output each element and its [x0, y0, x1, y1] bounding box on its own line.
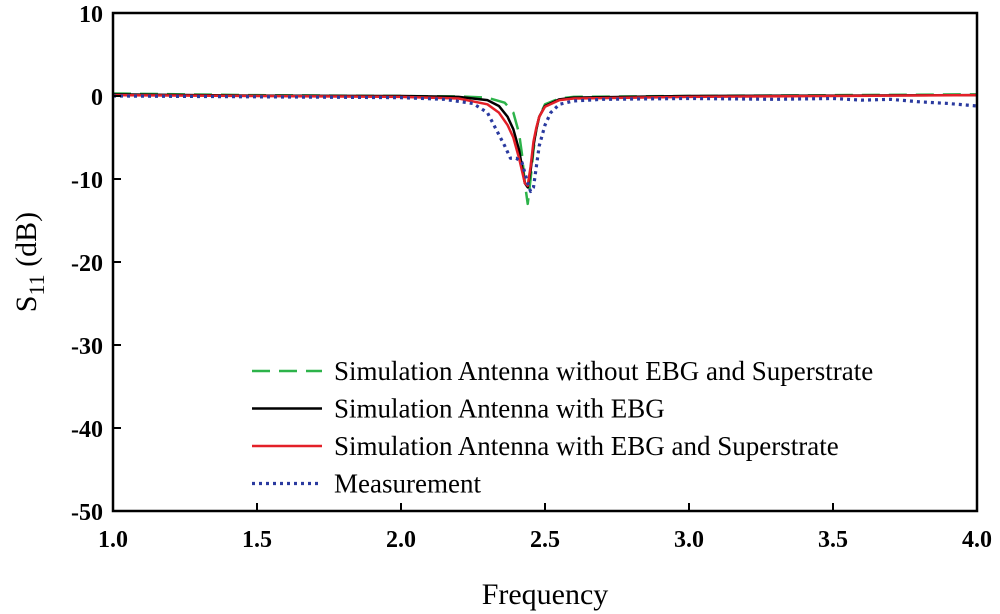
y-tick-label: 0	[91, 85, 103, 111]
y-axis-title: S11 (dB)	[10, 212, 49, 312]
y-axis-title-main: S	[10, 296, 43, 313]
x-tick-label: 3.0	[674, 527, 704, 553]
y-tick-label: -20	[71, 251, 103, 277]
x-axis-title: Frequency	[482, 578, 609, 611]
x-tick-label: 3.5	[818, 527, 848, 553]
series-line-1	[113, 92, 977, 206]
x-tick-label: 1.0	[98, 527, 128, 553]
y-axis-title-suffix: (dB)	[10, 212, 43, 275]
y-axis: 10 0 -10 -20 -30 -40 -50	[71, 2, 121, 526]
y-tick-label: 10	[79, 2, 103, 28]
legend: Simulation Antenna without EBG and Super…	[252, 356, 873, 499]
series-line-4	[113, 94, 977, 194]
y-tick-label: -40	[71, 417, 103, 443]
x-tick-label: 2.5	[530, 527, 560, 553]
x-tick-label: 2.0	[386, 527, 416, 553]
y-axis-title-subscript: 11	[24, 274, 49, 295]
y-tick-label: -10	[71, 168, 103, 194]
x-tick-label: 4.0	[962, 527, 992, 553]
legend-label-1: Simulation Antenna without EBG and Super…	[334, 356, 873, 386]
y-tick-label: -30	[71, 334, 103, 360]
series-layer	[113, 92, 977, 206]
x-tick-label: 1.5	[242, 527, 272, 553]
legend-label-3: Simulation Antenna with EBG and Superstr…	[334, 431, 839, 461]
x-axis: 1.0 1.5 2.0 2.5 3.0 3.5 4.0	[98, 503, 992, 553]
legend-label-4: Measurement	[334, 469, 481, 499]
series-line-3	[113, 93, 977, 187]
y-tick-label: -50	[71, 500, 103, 526]
legend-label-2: Simulation Antenna with EBG	[334, 394, 665, 424]
